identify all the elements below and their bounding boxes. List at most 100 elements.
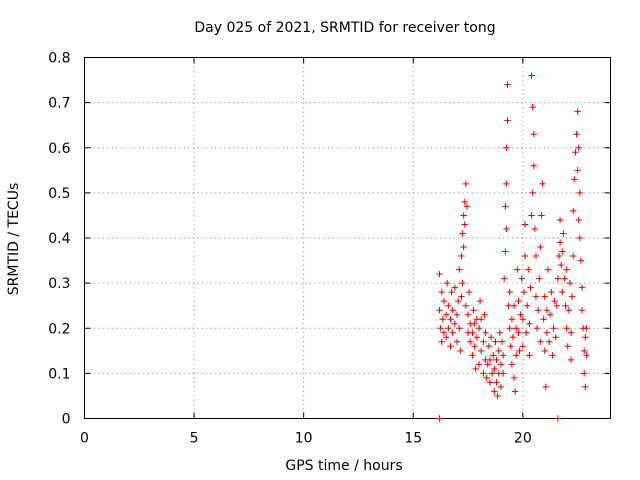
data-point	[465, 288, 473, 296]
data-point	[486, 379, 494, 386]
data-point	[495, 347, 502, 355]
data-point	[541, 347, 548, 355]
data-points	[436, 72, 590, 422]
data-point	[445, 302, 452, 309]
data-point	[491, 388, 498, 395]
x-tick-label: 10	[295, 431, 313, 447]
data-point	[571, 176, 578, 183]
data-point	[467, 338, 474, 345]
data-point	[464, 311, 472, 318]
data-point	[554, 415, 562, 422]
data-point	[582, 334, 589, 341]
x-tick-label: 5	[190, 431, 199, 447]
x-axis-label: GPS time / hours	[285, 458, 402, 474]
data-point	[528, 72, 535, 79]
data-point	[534, 307, 542, 314]
data-point	[471, 343, 478, 350]
data-point	[532, 293, 540, 300]
data-point	[453, 338, 461, 345]
data-point	[469, 352, 476, 359]
data-point	[497, 383, 505, 391]
data-point	[507, 343, 514, 350]
data-point	[570, 207, 577, 215]
data-point	[568, 293, 576, 300]
data-point	[531, 225, 539, 233]
data-point	[438, 288, 445, 296]
data-point	[463, 203, 471, 210]
data-point	[473, 334, 481, 341]
data-point	[477, 347, 485, 355]
data-point	[561, 275, 568, 282]
data-point	[536, 275, 543, 282]
data-point	[521, 221, 529, 228]
data-point	[438, 338, 445, 345]
data-point	[447, 343, 454, 350]
data-point	[559, 248, 566, 255]
x-tick-label: 0	[80, 431, 89, 447]
data-point	[458, 252, 465, 260]
data-point	[525, 266, 532, 273]
data-point	[559, 288, 566, 296]
data-point	[565, 307, 573, 314]
data-point	[462, 180, 470, 188]
data-point	[504, 81, 511, 88]
data-point	[524, 302, 531, 309]
data-point	[491, 365, 498, 373]
data-point	[494, 392, 501, 400]
data-point	[472, 365, 479, 373]
data-point	[461, 198, 468, 206]
data-point	[567, 329, 575, 336]
data-point	[537, 338, 544, 345]
data-point	[529, 189, 536, 197]
data-point	[477, 316, 485, 323]
data-point	[518, 275, 525, 282]
x-tick-label: 20	[514, 431, 532, 447]
data-point	[530, 162, 537, 169]
data-point	[545, 338, 553, 345]
data-point	[436, 270, 443, 278]
data-point	[563, 325, 570, 332]
data-point	[487, 334, 495, 341]
data-point	[519, 343, 527, 350]
data-point	[449, 329, 456, 336]
data-point	[482, 329, 489, 336]
data-point	[436, 415, 443, 422]
data-point	[533, 325, 541, 332]
data-point	[445, 325, 452, 332]
data-point	[485, 343, 493, 350]
data-point	[550, 325, 557, 332]
plot-frame	[84, 57, 611, 419]
data-point	[515, 297, 522, 305]
data-point	[448, 288, 455, 296]
data-point	[509, 334, 517, 341]
data-point	[554, 275, 562, 282]
data-point	[481, 311, 488, 318]
y-tick-label: 0.4	[48, 231, 70, 247]
data-point	[451, 284, 459, 291]
data-point	[543, 329, 551, 336]
data-point	[564, 343, 571, 350]
data-point	[459, 279, 466, 287]
data-point	[581, 370, 588, 377]
data-point	[454, 297, 462, 305]
data-point	[552, 334, 559, 341]
data-point	[502, 248, 509, 255]
data-point	[515, 329, 522, 336]
data-point	[543, 307, 551, 314]
data-point	[505, 302, 512, 309]
data-point	[532, 252, 540, 260]
y-axis-label: SRMTID / TECUs	[6, 183, 22, 296]
data-point	[510, 374, 518, 382]
data-point	[570, 252, 577, 260]
data-point	[440, 297, 448, 305]
data-point	[511, 388, 519, 395]
data-point	[469, 329, 476, 336]
data-point	[503, 144, 510, 151]
y-tick-label: 0.6	[48, 141, 70, 157]
data-point	[439, 316, 447, 323]
data-point	[530, 131, 537, 138]
data-point	[471, 320, 478, 327]
data-point	[583, 352, 590, 359]
data-point	[553, 302, 561, 309]
